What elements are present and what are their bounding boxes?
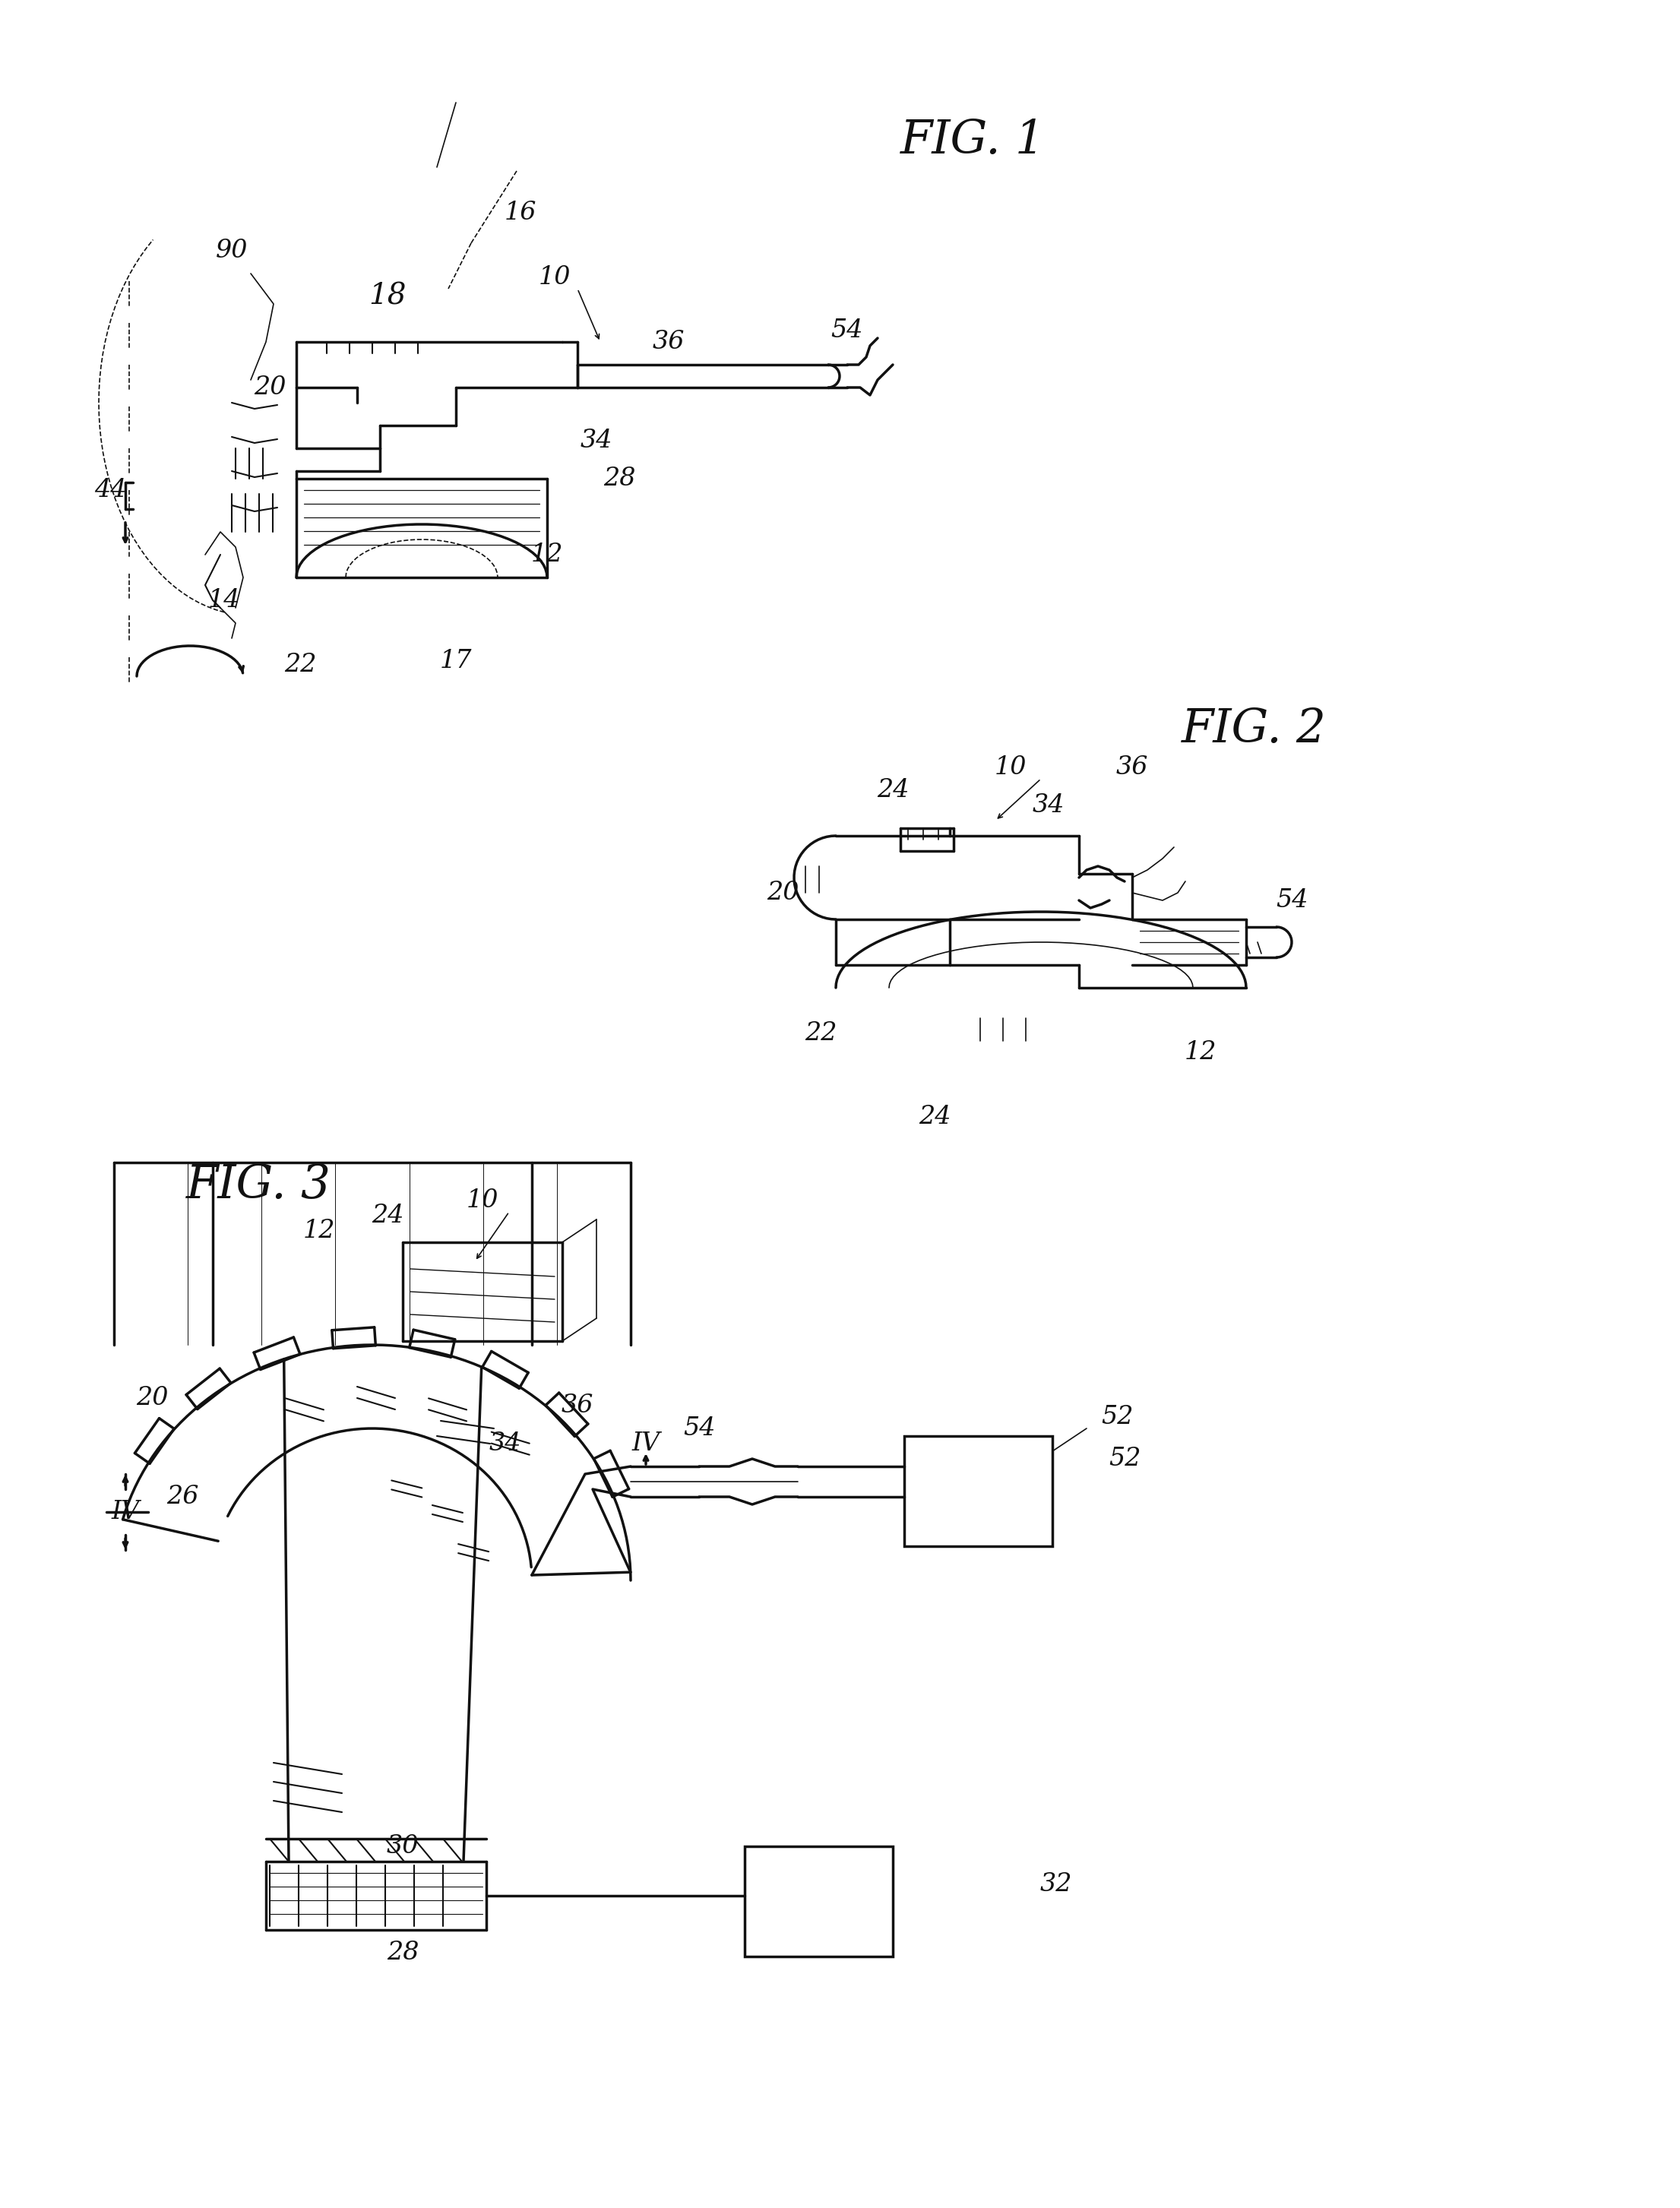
Text: 22: 22 [805, 1020, 837, 1047]
Text: 24: 24 [371, 1203, 403, 1228]
Text: 36: 36 [561, 1393, 593, 1418]
Text: 52: 52 [1100, 1404, 1132, 1429]
Text: 54: 54 [832, 318, 864, 342]
Text: 14: 14 [208, 587, 240, 612]
Text: 10: 10 [539, 265, 571, 289]
Text: 24: 24 [919, 1104, 951, 1128]
Text: 17: 17 [440, 649, 472, 673]
Text: 54: 54 [1275, 888, 1307, 912]
Text: 36: 36 [652, 329, 685, 353]
Text: 28: 28 [603, 466, 635, 490]
Text: 36: 36 [1116, 755, 1149, 779]
Text: 34: 34 [580, 428, 613, 453]
Bar [904, 1435, 1052, 1546]
Text: 22: 22 [284, 654, 316, 678]
Text: IV: IV [111, 1499, 139, 1524]
Text: 54: 54 [682, 1415, 716, 1440]
Text: 52: 52 [1109, 1446, 1141, 1471]
Text: 12: 12 [531, 543, 563, 567]
Text: 16: 16 [504, 201, 536, 225]
Bar [744, 1846, 892, 1956]
Text: 26: 26 [166, 1484, 198, 1508]
Text: 12: 12 [302, 1219, 336, 1243]
Text: 34: 34 [489, 1431, 521, 1455]
Text: 32: 32 [1040, 1872, 1072, 1897]
Text: 34: 34 [1033, 793, 1065, 817]
Text: FIG. 2: FIG. 2 [1181, 707, 1326, 753]
Text: 20: 20 [254, 375, 286, 400]
Text: FIG. 1: FIG. 1 [900, 117, 1045, 163]
Text: 12: 12 [1184, 1040, 1216, 1064]
Text: IV: IV [632, 1431, 660, 1455]
Text: 24: 24 [877, 777, 909, 802]
Text: 20: 20 [136, 1387, 168, 1411]
Text: 90: 90 [215, 238, 249, 263]
Text: 44: 44 [94, 477, 126, 501]
Text: 20: 20 [766, 881, 798, 905]
Text: FIG. 3: FIG. 3 [186, 1161, 331, 1208]
Text: 28: 28 [386, 1941, 418, 1965]
Text: 18: 18 [368, 283, 407, 311]
Text: 10: 10 [467, 1188, 499, 1212]
Text: 30: 30 [386, 1835, 418, 1859]
Text: 10: 10 [995, 755, 1026, 779]
